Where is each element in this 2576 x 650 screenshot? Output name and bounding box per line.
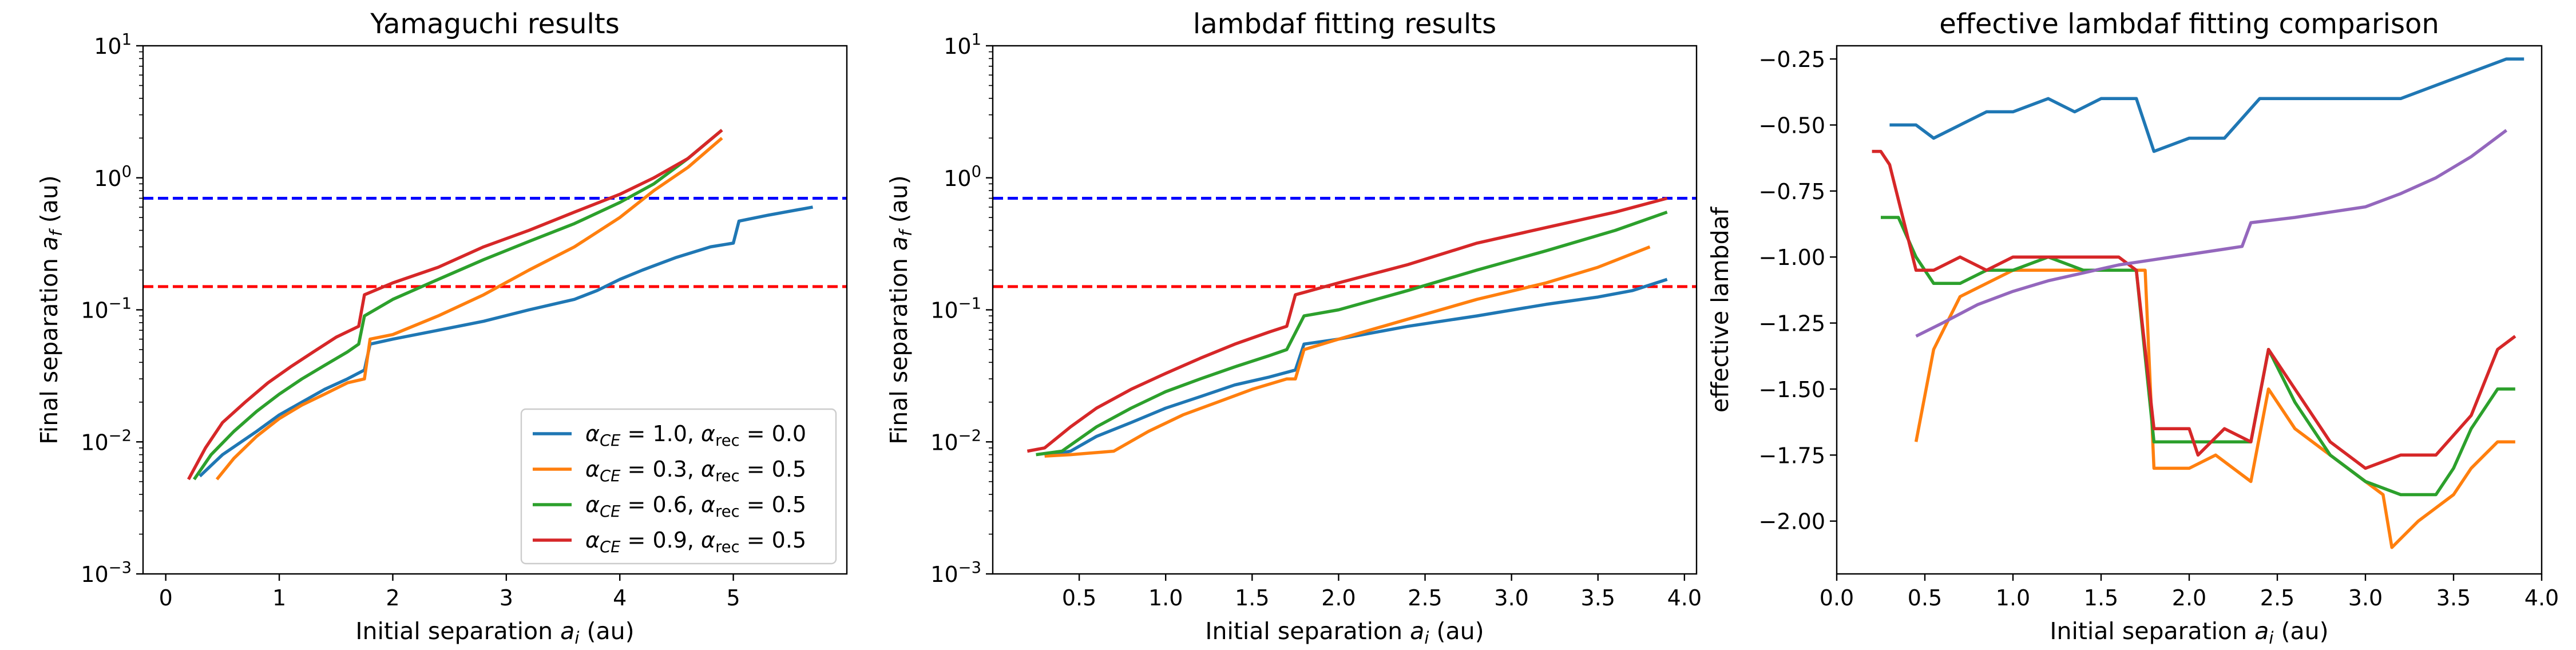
x-tick-label: 0.5 (1908, 585, 1942, 611)
series-line-green (193, 129, 723, 481)
legend-entry: αCE = 0.3, αrec = 0.5 (585, 457, 806, 485)
x-tick-label: 3.0 (1494, 585, 1528, 611)
y-axis-label: Final separation af (au) (35, 175, 66, 444)
x-tick-label: 1.0 (1996, 585, 2030, 611)
x-tick-label: 0.5 (1062, 585, 1096, 611)
x-tick-label: 2.0 (2172, 585, 2206, 611)
x-tick-label: 4 (613, 585, 627, 611)
y-tick-label: −0.50 (1759, 113, 1825, 138)
y-tick-label: −0.75 (1759, 179, 1825, 204)
legend-entry: αCE = 1.0, αrec = 0.0 (585, 421, 806, 450)
series-line-red (1872, 149, 2516, 470)
x-tick-label: 2 (386, 585, 399, 611)
y-tick-label: 101 (944, 31, 981, 59)
y-axis-label: Final separation af (au) (885, 175, 916, 444)
y-tick-label: 100 (944, 163, 981, 191)
x-tick-label: 3 (500, 585, 513, 611)
y-tick-label: −1.00 (1759, 245, 1825, 270)
series-line-orange (1044, 245, 1651, 458)
series-line-green (1036, 211, 1668, 457)
x-tick-label: 1.0 (1148, 585, 1183, 611)
legend-entry: αCE = 0.6, αrec = 0.5 (585, 492, 806, 521)
series-line-red (187, 129, 723, 481)
x-axis-label: Initial separation ai (au) (355, 617, 634, 648)
x-tick-label: 2.5 (1408, 585, 1442, 611)
y-tick-label: 10−2 (930, 427, 981, 455)
chart-panel-2: lambdaf fitting results 0.5 1.0 1.5 2.0 2.5 3.… (885, 8, 1702, 648)
x-tick-label: 0.0 (1820, 585, 1854, 611)
y-tick-label: 10−1 (930, 295, 981, 323)
chart-title: lambdaf fitting results (1193, 8, 1496, 40)
y-tick-label: 10−3 (81, 559, 132, 587)
y-tick-label: 10−2 (81, 427, 132, 455)
x-tick-label: 1.5 (1235, 585, 1269, 611)
series-line-blue (1044, 278, 1668, 458)
legend-entry: αCE = 0.9, αrec = 0.5 (585, 528, 806, 556)
series-line-purple (1915, 129, 2508, 338)
y-axis-label: effective lambdaf (1706, 206, 1734, 413)
y-tick-label: −1.25 (1759, 311, 1825, 336)
axes-frame (992, 45, 1698, 575)
x-tick-label: 2.0 (1321, 585, 1356, 611)
x-tick-label: 4.0 (1667, 585, 1702, 611)
x-tick-label: 4.0 (2525, 585, 2559, 611)
x-tick-label: 3.0 (2348, 585, 2383, 611)
y-tick-label: 10−3 (930, 559, 981, 587)
y-tick-label: −2.00 (1759, 509, 1825, 534)
series-line-orange (215, 137, 723, 481)
axes-frame (1836, 45, 2543, 575)
y-tick-label: 101 (94, 31, 132, 59)
y-tick-label: −0.25 (1759, 47, 1825, 72)
x-tick-label: 1.5 (2084, 585, 2118, 611)
y-tick-label: −1.75 (1759, 443, 1825, 468)
series-line-green (1881, 216, 2515, 497)
series-line-red (1027, 196, 1668, 453)
x-axis-label: Initial separation ai (au) (2050, 617, 2328, 648)
y-tick-label: −1.50 (1759, 377, 1825, 402)
x-tick-label: 0 (159, 585, 173, 611)
chart-title: Yamaguchi results (370, 8, 619, 40)
legend: αCE = 1.0, αrec = 0.0 αCE = 0.3, αrec = 0… (520, 408, 837, 565)
axes-frame (142, 45, 848, 575)
legend-box (520, 408, 837, 565)
chart-title: effective lambdaf fitting comparison (1939, 8, 2439, 40)
x-tick-label: 3.5 (1581, 585, 1615, 611)
chart-panel-1: Yamaguchi results 0 1 2 3 4 5 10−3 10−2 10−1 100 10… (35, 8, 848, 648)
x-axis-label: Initial separation ai (au) (1205, 617, 1484, 648)
chart-panel-3: effective lambdaf fitting comparison 0.0 0… (1706, 8, 2559, 648)
x-tick-label: 1 (272, 585, 286, 611)
x-tick-label: 2.5 (2260, 585, 2294, 611)
series-line-blue (199, 205, 813, 478)
x-tick-label: 5 (727, 585, 740, 611)
y-tick-label: 10−1 (81, 295, 132, 323)
series-line-blue (1889, 57, 2525, 153)
y-tick-label: 100 (94, 163, 132, 191)
series-line-orange (1914, 268, 2515, 549)
x-tick-label: 3.5 (2436, 585, 2471, 611)
